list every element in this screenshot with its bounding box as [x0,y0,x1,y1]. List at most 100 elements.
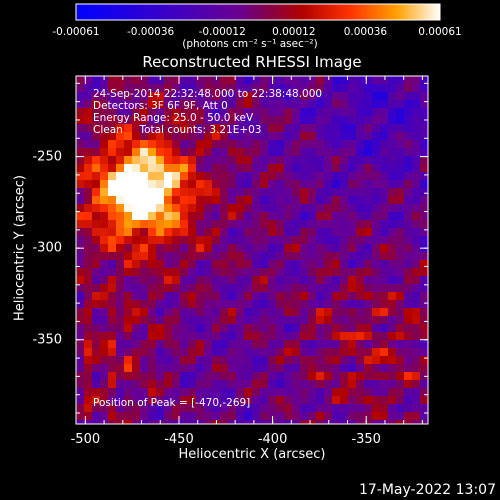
heatmap-cell [260,148,268,156]
heatmap-cell [316,132,324,140]
heatmap-cell [372,252,380,260]
heatmap-cell [316,276,324,284]
heatmap-cell [148,420,156,424]
heatmap-cell [292,244,300,252]
heatmap-cell [348,268,356,276]
heatmap-cell [324,236,332,244]
heatmap-cell [316,108,324,116]
heatmap-cell [188,356,196,364]
heatmap-cell [388,156,396,164]
heatmap-cell [412,156,420,164]
heatmap-cell [228,204,236,212]
heatmap-cell [396,268,404,276]
heatmap-image [76,76,428,424]
heatmap-cell [196,228,204,236]
heatmap-cell [164,204,172,212]
heatmap-cell [348,316,356,324]
heatmap-cell [380,308,388,316]
heatmap-cell [228,332,236,340]
heatmap-cell [228,220,236,228]
heatmap-cell [300,212,308,220]
heatmap-cell [212,300,220,308]
heatmap-cell [100,268,108,276]
heatmap-cell [372,268,380,276]
heatmap-cell [356,252,364,260]
heatmap-cell [332,84,340,92]
heatmap-cell [340,364,348,372]
heatmap-cell [316,220,324,228]
heatmap-cell [76,308,84,316]
heatmap-cell [284,212,292,220]
heatmap-cell [276,260,284,268]
heatmap-cell [188,268,196,276]
heatmap-cell [180,116,188,124]
heatmap-cell [172,164,180,172]
heatmap-cell [372,404,380,412]
heatmap-cell [404,324,412,332]
heatmap-cell [308,164,316,172]
heatmap-cell [364,348,372,356]
heatmap-cell [188,252,196,260]
heatmap-cell [332,316,340,324]
heatmap-cell [220,244,228,252]
heatmap-cell [116,252,124,260]
heatmap-cell [116,396,124,404]
heatmap-cell [148,92,156,100]
heatmap-cell [180,196,188,204]
heatmap-cell [324,180,332,188]
heatmap-cell [332,276,340,284]
heatmap-cell [108,76,116,84]
heatmap-cell [124,364,132,372]
heatmap-cell [148,404,156,412]
heatmap-cell [268,212,276,220]
heatmap-cell [76,348,84,356]
heatmap-cell [92,276,100,284]
heatmap-cell [84,164,92,172]
heatmap-cell [332,172,340,180]
heatmap-cell [196,412,204,420]
heatmap-cell [124,396,132,404]
heatmap-cell [404,164,412,172]
heatmap-cell [236,292,244,300]
heatmap-cell [404,212,412,220]
heatmap-cell [356,404,364,412]
heatmap-cell [340,276,348,284]
y-tick-label: -300 [32,240,62,256]
heatmap-cell [404,260,412,268]
heatmap-cell [324,380,332,388]
heatmap-cell [100,308,108,316]
heatmap-cell [164,132,172,140]
heatmap-cell [244,340,252,348]
heatmap-cell [420,412,428,420]
heatmap-cell [276,380,284,388]
heatmap-cell [76,180,84,188]
heatmap-cell [420,196,428,204]
heatmap-cell [76,380,84,388]
heatmap-cell [188,364,196,372]
heatmap-cell [92,396,100,404]
heatmap-cell [140,108,148,116]
heatmap-cell [252,364,260,372]
heatmap-cell [316,364,324,372]
heatmap-cell [380,260,388,268]
heatmap-cell [404,180,412,188]
heatmap-cell [116,372,124,380]
heatmap-cell [148,212,156,220]
heatmap-cell [380,196,388,204]
heatmap-cell [220,204,228,212]
heatmap-cell [188,412,196,420]
heatmap-cell [244,284,252,292]
heatmap-cell [164,292,172,300]
heatmap-cell [284,236,292,244]
heatmap-cell [388,356,396,364]
heatmap-cell [188,220,196,228]
heatmap-cell [212,228,220,236]
heatmap-cell [412,356,420,364]
heatmap-cell [84,268,92,276]
heatmap-cell [308,228,316,236]
heatmap-cell [196,140,204,148]
heatmap-cell [380,348,388,356]
heatmap-cell [124,124,132,132]
heatmap-cell [212,292,220,300]
heatmap-cell [204,84,212,92]
